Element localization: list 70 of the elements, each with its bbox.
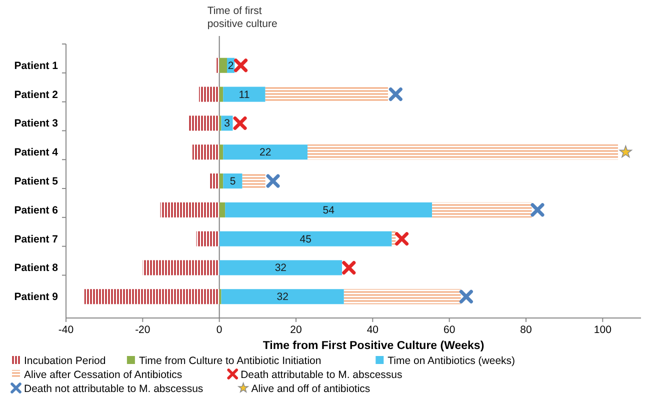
legend-label: Time on Antibiotics (weeks) bbox=[388, 355, 516, 367]
point bbox=[342, 260, 356, 274]
bar bbox=[308, 144, 618, 160]
y-tick-label: Patient 6 bbox=[14, 204, 58, 216]
bar bbox=[219, 86, 224, 102]
bar bbox=[196, 231, 220, 246]
legend-label: Alive and off of antibiotics bbox=[251, 383, 370, 395]
bar bbox=[188, 116, 220, 131]
y-tick-label: Patient 1 bbox=[14, 60, 58, 72]
bar bbox=[209, 173, 220, 189]
bar bbox=[199, 86, 220, 102]
y-tick-label: Patient 4 bbox=[14, 146, 58, 159]
y-tick-label: Patient 3 bbox=[14, 118, 58, 130]
bar bbox=[219, 260, 342, 276]
bar bbox=[219, 58, 227, 73]
bar bbox=[219, 173, 224, 189]
bar bbox=[160, 202, 220, 218]
bar bbox=[216, 58, 220, 73]
bar bbox=[142, 260, 220, 276]
y-tick-label: Patient 7 bbox=[14, 233, 58, 246]
data-label: 11 bbox=[238, 88, 250, 101]
bar bbox=[265, 86, 388, 102]
point bbox=[459, 290, 473, 304]
x-tick-label: 80 bbox=[520, 324, 532, 336]
legend-label: Death attributable to M. abscessus bbox=[240, 369, 402, 381]
data-label: 2 bbox=[228, 60, 234, 72]
data-label: 3 bbox=[224, 118, 230, 130]
bar bbox=[432, 202, 532, 218]
legend-label: Time from Culture to Antibiotic Initiation bbox=[138, 355, 322, 367]
point bbox=[530, 203, 544, 217]
point bbox=[234, 58, 248, 72]
point bbox=[388, 88, 402, 102]
point bbox=[266, 174, 280, 188]
legend-label: Incubation Period bbox=[24, 355, 106, 367]
bar bbox=[192, 144, 220, 160]
data-label: 22 bbox=[259, 146, 272, 159]
y-tick-label: Patient 2 bbox=[14, 88, 58, 101]
bar bbox=[344, 289, 461, 304]
bar bbox=[84, 289, 220, 304]
y-tick-label: Patient 9 bbox=[14, 291, 58, 304]
point bbox=[233, 116, 247, 130]
data-label: 5 bbox=[230, 176, 236, 188]
x-tick-label: 0 bbox=[216, 324, 222, 336]
bar bbox=[242, 173, 266, 189]
legend-label: Alive after Cessation of Antibiotics bbox=[24, 369, 182, 381]
bar bbox=[223, 173, 242, 189]
x-axis-title: Time from First Positive Culture (Weeks) bbox=[262, 340, 484, 352]
data-label: 32 bbox=[276, 291, 289, 304]
bar bbox=[223, 86, 266, 102]
x-tick-label: 100 bbox=[594, 324, 612, 336]
y-tick-label: Patient 8 bbox=[14, 262, 58, 274]
bar bbox=[219, 231, 392, 246]
point bbox=[395, 232, 409, 246]
bar bbox=[223, 144, 308, 160]
ref-line-label: Time of first positive culture bbox=[207, 5, 278, 30]
data-label: 54 bbox=[322, 204, 335, 216]
data-label: 45 bbox=[300, 233, 312, 246]
bar bbox=[225, 202, 432, 218]
x-tick-label: 20 bbox=[290, 324, 302, 336]
bar bbox=[219, 202, 226, 218]
legend-label: Death not attributable to M. abscessus bbox=[24, 383, 204, 395]
y-tick-label: Patient 5 bbox=[14, 176, 58, 188]
bar bbox=[221, 289, 344, 304]
x-tick-label: 40 bbox=[366, 324, 379, 336]
point bbox=[619, 145, 632, 158]
bar bbox=[219, 144, 224, 160]
data-label: 32 bbox=[274, 262, 287, 274]
x-tick-label: -40 bbox=[58, 324, 74, 336]
x-tick-label: 60 bbox=[443, 324, 456, 336]
x-tick-label: -20 bbox=[135, 324, 150, 336]
